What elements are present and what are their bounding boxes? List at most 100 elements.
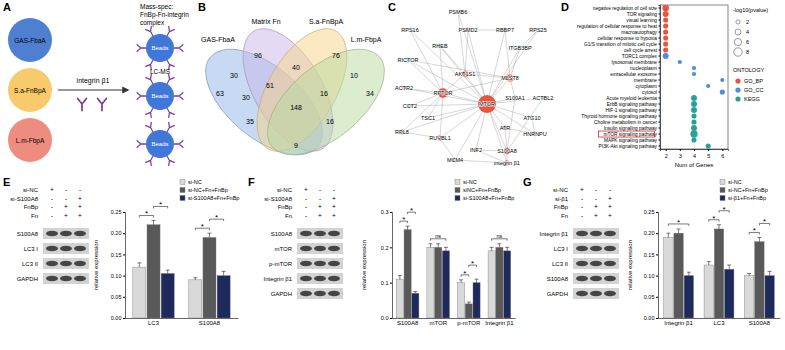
- y-tick-mark: [123, 254, 125, 255]
- y-axis-title: relative expression: [627, 240, 633, 290]
- condition-sign: -: [319, 195, 321, 202]
- legend-label: si-β1+Fn+FnBp: [728, 195, 766, 201]
- node-label: ITGB3BP: [508, 45, 532, 51]
- y-tick-label: 0.3: [381, 209, 389, 215]
- y-tick-mark: [123, 233, 125, 234]
- bar: [404, 230, 411, 318]
- antibody-icon: [137, 45, 146, 51]
- venn-count: 34: [366, 90, 374, 97]
- condition-sign: -: [319, 186, 321, 193]
- condition-sign: -: [65, 186, 67, 193]
- bead-label: Beads: [151, 93, 168, 99]
- legend-label: si-S100A8+Fn+FnBp: [188, 195, 239, 201]
- y-tick-mark: [659, 68, 661, 69]
- significance-label: *: [763, 217, 766, 226]
- band-label: GAPDH: [17, 276, 38, 282]
- x-tick: 2: [665, 149, 668, 159]
- node-label: RICTOR: [398, 57, 419, 63]
- category-label: lysosomal membrane: [611, 60, 657, 65]
- y-tick-mark: [390, 283, 392, 284]
- venn-count: 40: [292, 64, 300, 71]
- blot-strip: [297, 273, 343, 284]
- y-tick-mark: [659, 56, 661, 57]
- condition-sign: -: [581, 212, 583, 219]
- bubble: [720, 78, 724, 82]
- x-tick: p-mTOR: [457, 318, 481, 326]
- condition-sign: +: [304, 186, 308, 193]
- legend-label: si-S100A8+Fn+FnBp: [463, 195, 514, 201]
- bubble: [692, 66, 696, 70]
- significance-label: ns: [496, 233, 502, 239]
- y-tick: 0.00: [644, 315, 658, 321]
- bars: [133, 220, 230, 318]
- bar: [457, 283, 464, 318]
- category-label: Choline metabolism in cancer: [594, 120, 657, 125]
- category-label: cellular response to hypoxia: [598, 36, 658, 41]
- error-bar: [406, 226, 410, 230]
- blot-band: [328, 276, 340, 282]
- y-tick: macroautophagy: [621, 30, 660, 35]
- blot-band: [60, 231, 72, 237]
- band-label: p-mTOR: [269, 261, 293, 267]
- y-tick: 0.05: [644, 294, 658, 300]
- protein-label: GAS-FbaA: [14, 37, 46, 44]
- category-label: cytosol: [642, 90, 657, 95]
- network-edge: [455, 104, 487, 160]
- y-tick: 0.25: [111, 209, 125, 215]
- y-tick-mark: [659, 38, 661, 39]
- size-legend-label: 2: [746, 19, 749, 25]
- condition-sign: +: [594, 212, 598, 219]
- blot-band: [590, 276, 602, 282]
- blot-band: [328, 246, 340, 252]
- y-tick-mark: [656, 212, 658, 213]
- network-edge: [487, 30, 505, 104]
- bar: [465, 304, 472, 318]
- x-axis: LC3 S100A8: [126, 318, 239, 326]
- condition-label: si-S100A8: [10, 196, 38, 202]
- y-tick-mark: [659, 92, 661, 93]
- y-tick: negative regulation of cell size: [593, 6, 660, 11]
- y-tick-mark: [659, 104, 661, 105]
- node-label: ACTBL2: [533, 95, 554, 101]
- category-label: mTOR: [429, 320, 447, 326]
- highlight-box: [598, 131, 654, 137]
- y-tick-mark: [659, 110, 661, 111]
- y-tick-mark: [659, 62, 661, 63]
- network-edge: [510, 48, 520, 78]
- blot-band: [314, 291, 326, 297]
- y-tick: 0.15: [644, 252, 658, 258]
- blot-band: [590, 291, 602, 297]
- bars: [664, 225, 775, 318]
- blot-band: [46, 276, 58, 282]
- y-axis-title: relative expression: [361, 240, 367, 290]
- node-label: ATG10: [523, 115, 540, 121]
- x-axis: 23456: [661, 149, 729, 159]
- bubble: [663, 17, 668, 22]
- y-tick-mark: [123, 318, 125, 319]
- condition-sign: -: [609, 186, 611, 193]
- blot-band: [604, 246, 616, 252]
- points: [662, 5, 725, 149]
- y-tick: membrane: [634, 78, 660, 83]
- category-label: PI3K-Akt signaling pathway: [599, 144, 658, 149]
- legend-label: GO_CC: [744, 87, 764, 93]
- category-label: Thyroid hormone signaling pathway: [581, 114, 657, 119]
- y-tick-label: 0.05: [111, 294, 122, 300]
- y-tick: cellular response to hypoxia: [598, 36, 660, 41]
- panel-a: GAS-FbaAS.a-FnBpAL.m-FbpAintegrin β1Bead…: [8, 3, 189, 166]
- band-label: Integrin β1: [264, 276, 293, 282]
- error-bar: [428, 244, 432, 248]
- band-label: S100A8: [17, 231, 39, 237]
- condition-sign: -: [51, 212, 53, 219]
- venn-count: 76: [332, 52, 340, 59]
- y-tick-mark: [390, 212, 392, 213]
- x-tick: S100A8: [199, 318, 221, 326]
- category-label: LC3: [148, 320, 160, 326]
- condition-label: si-NC: [23, 187, 39, 193]
- y-tick: 0.05: [111, 294, 125, 300]
- y-tick: 0.10: [644, 273, 658, 279]
- size-legend-circle: [736, 20, 740, 24]
- blot-band: [74, 246, 86, 252]
- y-tick-mark: [656, 276, 658, 277]
- mass-spec-label: FnBp-Fn-integrin: [140, 11, 189, 19]
